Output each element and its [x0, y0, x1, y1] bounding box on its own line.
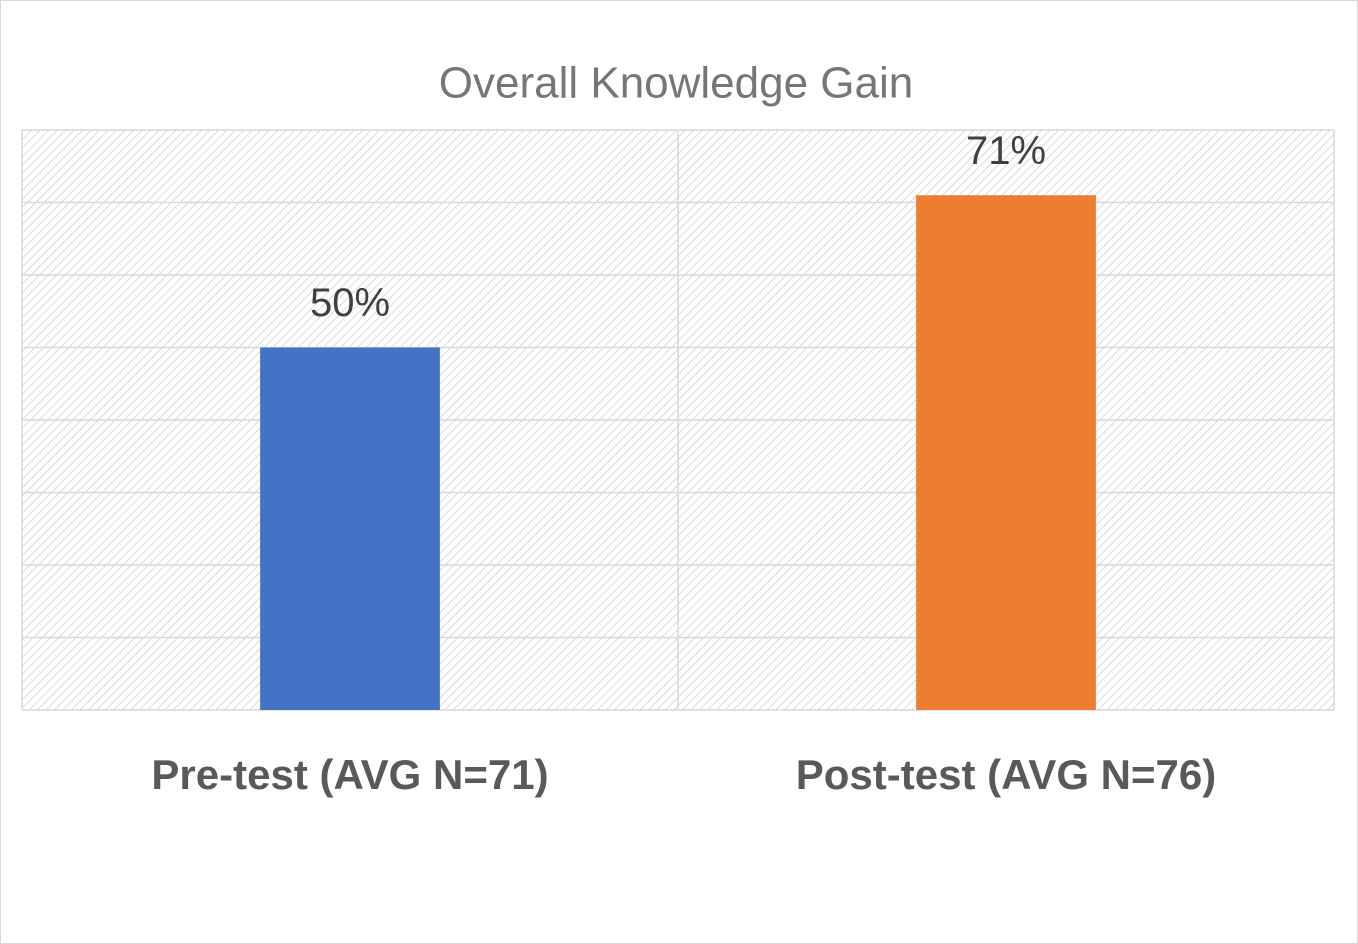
x-tick-label: Pre-test (AVG N=71) — [151, 751, 548, 798]
bar — [260, 347, 440, 710]
value-label: 71% — [966, 129, 1046, 173]
chart-title: Overall Knowledge Gain — [439, 59, 913, 108]
value-label: 50% — [310, 281, 390, 325]
bar — [916, 195, 1096, 710]
x-tick-label: Post-test (AVG N=76) — [796, 751, 1216, 798]
